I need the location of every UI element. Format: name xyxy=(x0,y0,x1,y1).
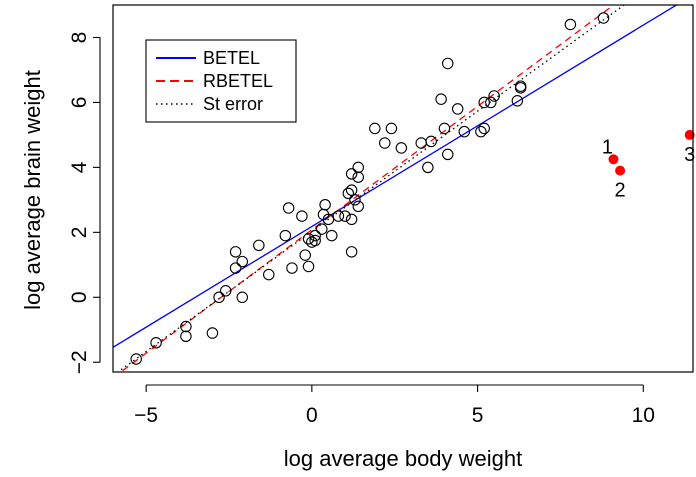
fit-line-betel xyxy=(113,5,678,348)
data-point xyxy=(415,137,427,149)
fit-line-rbetel xyxy=(119,5,615,372)
data-point xyxy=(352,200,365,213)
data-point xyxy=(352,171,365,183)
y-tick-label: 0 xyxy=(68,291,91,303)
data-point xyxy=(441,148,454,161)
data-point xyxy=(206,327,219,339)
data-point xyxy=(150,337,162,349)
data-point xyxy=(458,125,471,138)
data-point xyxy=(422,161,434,174)
data-point xyxy=(395,142,408,154)
legend-label-2: RBETEL xyxy=(203,71,273,91)
data-point xyxy=(282,202,295,214)
outlier-label-3: 3 xyxy=(684,144,695,166)
y-axis-label: log average brain weight xyxy=(20,70,45,310)
data-point xyxy=(349,194,361,206)
data-point xyxy=(302,260,315,273)
data-point xyxy=(296,210,308,222)
data-point xyxy=(180,330,192,343)
y-axis: −2 0 2 4 6 8 xyxy=(68,32,101,374)
data-point xyxy=(451,103,464,115)
x-tick-label: 10 xyxy=(632,404,655,427)
data-point xyxy=(342,187,355,200)
outlier-label-2: 2 xyxy=(615,180,626,202)
data-point xyxy=(352,161,365,174)
x-tick-label: −5 xyxy=(134,404,158,427)
data-point xyxy=(345,213,358,226)
data-point xyxy=(286,262,298,274)
x-axis-label: log average body weight xyxy=(284,446,523,471)
data-point xyxy=(229,246,242,258)
outlier-point-2 xyxy=(615,165,626,176)
data-point xyxy=(236,291,249,304)
outlier-point-3 xyxy=(684,129,695,140)
legend: BETEL RBETEL St error xyxy=(145,39,297,123)
data-point xyxy=(339,210,351,222)
data-point xyxy=(385,122,398,135)
y-tick-label: 2 xyxy=(68,227,91,239)
data-point xyxy=(319,198,331,211)
data-point xyxy=(316,223,328,235)
data-point xyxy=(263,268,275,281)
data-point xyxy=(438,122,451,135)
x-tick-label: 5 xyxy=(472,404,484,427)
data-point xyxy=(511,95,524,107)
data-point xyxy=(332,210,345,222)
data-point xyxy=(325,229,338,242)
data-point xyxy=(369,122,381,135)
y-tick-label: 6 xyxy=(68,97,91,109)
data-point xyxy=(302,233,315,245)
data-point xyxy=(514,82,527,94)
data-point xyxy=(253,239,265,252)
legend-label-1: BETEL xyxy=(203,48,260,68)
y-tick-label: 4 xyxy=(68,161,91,173)
data-point xyxy=(425,135,437,148)
data-point xyxy=(488,90,500,102)
outlier-label-1: 1 xyxy=(602,136,613,158)
data-point xyxy=(478,122,490,135)
legend-label-3: St error xyxy=(203,94,263,114)
data-point xyxy=(229,262,242,274)
data-point xyxy=(475,125,487,138)
data-point xyxy=(379,137,391,149)
data-point xyxy=(213,291,225,304)
data-point xyxy=(345,168,358,180)
data-point xyxy=(219,285,232,297)
data-point xyxy=(279,229,292,242)
x-tick-label: 0 xyxy=(306,404,318,427)
data-point xyxy=(478,96,490,109)
plot-frame xyxy=(112,4,694,373)
data-point xyxy=(309,234,321,247)
data-point xyxy=(564,18,577,31)
y-tick-label: 8 xyxy=(68,32,91,44)
data-point xyxy=(441,57,454,70)
data-point xyxy=(236,255,249,268)
y-tick-label: −2 xyxy=(68,350,91,374)
x-axis: −5 0 5 10 xyxy=(134,384,655,427)
data-point xyxy=(180,320,192,333)
data-point xyxy=(130,353,142,365)
data-point xyxy=(435,93,447,105)
data-point xyxy=(299,249,311,261)
data-point xyxy=(485,96,497,109)
data-point xyxy=(345,184,358,196)
outlier-point-1 xyxy=(608,154,619,165)
data-point xyxy=(309,229,321,242)
data-point xyxy=(345,246,358,258)
data-point xyxy=(597,12,610,24)
